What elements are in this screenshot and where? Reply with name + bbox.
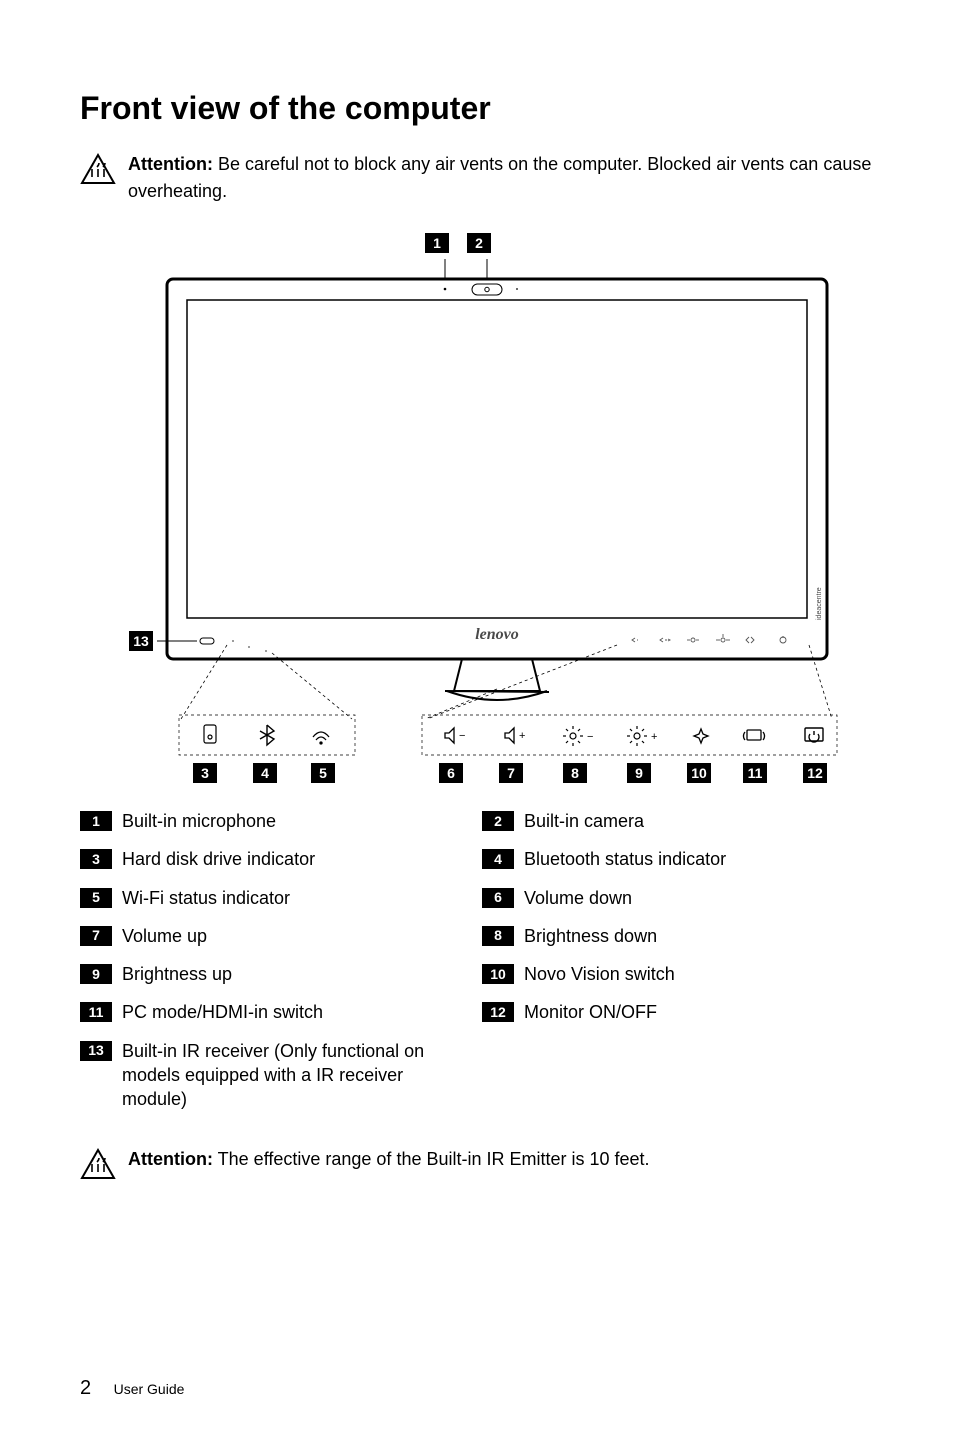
- guide-label: User Guide: [114, 1381, 185, 1397]
- attention-text-2: Attention: The effective range of the Bu…: [128, 1146, 650, 1173]
- callout-5: 5: [311, 763, 335, 783]
- callout-2: 2: [467, 233, 491, 253]
- legend-badge-7: 7: [80, 926, 112, 946]
- legend-badge-4: 4: [482, 849, 514, 869]
- legend-badge-13: 13: [80, 1041, 112, 1061]
- legend-badge-3: 3: [80, 849, 112, 869]
- legend-grid: 1 Built-in microphone 2 Built-in camera …: [80, 809, 874, 1112]
- legend-text-1: Built-in microphone: [122, 809, 472, 833]
- attention-label-1: Attention:: [128, 154, 213, 174]
- attention-body-2: The effective range of the Built-in IR E…: [213, 1149, 650, 1169]
- legend-badge-2: 2: [482, 811, 514, 831]
- callout-11: 11: [743, 763, 767, 783]
- legend-text-6: Volume down: [524, 886, 874, 910]
- attention-label-2: Attention:: [128, 1149, 213, 1169]
- front-view-diagram: lenovo ideacentre: [97, 225, 857, 785]
- callout-13: 13: [129, 631, 153, 651]
- heat-warning-icon: [80, 1148, 116, 1185]
- legend-text-12: Monitor ON/OFF: [524, 1000, 874, 1024]
- legend-badge-8: 8: [482, 926, 514, 946]
- svg-text:ideacentre: ideacentre: [816, 587, 823, 620]
- svg-text:−: −: [587, 731, 593, 743]
- legend-badge-9: 9: [80, 964, 112, 984]
- legend-text-7: Volume up: [122, 924, 472, 948]
- svg-text:+: +: [651, 731, 657, 743]
- svg-text:lenovo: lenovo: [475, 626, 519, 643]
- page-number: 2: [80, 1377, 91, 1399]
- legend-text-3: Hard disk drive indicator: [122, 847, 472, 871]
- legend-text-13: Built-in IR receiver (Only functional on…: [122, 1039, 472, 1112]
- legend-badge-10: 10: [482, 964, 514, 984]
- legend-text-2: Built-in camera: [524, 809, 874, 833]
- page-title: Front view of the computer: [80, 90, 874, 127]
- attention-block-2: Attention: The effective range of the Bu…: [80, 1146, 874, 1185]
- attention-block-1: Attention: Be careful not to block any a…: [80, 151, 874, 205]
- callout-7: 7: [499, 763, 523, 783]
- svg-text:+: +: [519, 730, 525, 742]
- attention-body-1: Be careful not to block any air vents on…: [128, 154, 871, 201]
- callout-12: 12: [803, 763, 827, 783]
- legend-text-5: Wi-Fi status indicator: [122, 886, 472, 910]
- legend-text-10: Novo Vision switch: [524, 962, 874, 986]
- callout-9: 9: [627, 763, 651, 783]
- callout-10: 10: [687, 763, 711, 783]
- legend-badge-6: 6: [482, 888, 514, 908]
- legend-badge-5: 5: [80, 888, 112, 908]
- legend-text-9: Brightness up: [122, 962, 472, 986]
- callout-3: 3: [193, 763, 217, 783]
- legend-text-8: Brightness down: [524, 924, 874, 948]
- callout-1: 1: [425, 233, 449, 253]
- callout-8: 8: [563, 763, 587, 783]
- legend-badge-12: 12: [482, 1002, 514, 1022]
- page-footer: 2 User Guide: [80, 1377, 184, 1400]
- callout-4: 4: [253, 763, 277, 783]
- attention-text-1: Attention: Be careful not to block any a…: [128, 151, 874, 205]
- svg-text:−: −: [459, 730, 465, 742]
- legend-text-4: Bluetooth status indicator: [524, 847, 874, 871]
- heat-warning-icon: [80, 153, 116, 190]
- callout-6: 6: [439, 763, 463, 783]
- legend-badge-11: 11: [80, 1002, 112, 1022]
- legend-text-11: PC mode/HDMI-in switch: [122, 1000, 472, 1024]
- legend-badge-1: 1: [80, 811, 112, 831]
